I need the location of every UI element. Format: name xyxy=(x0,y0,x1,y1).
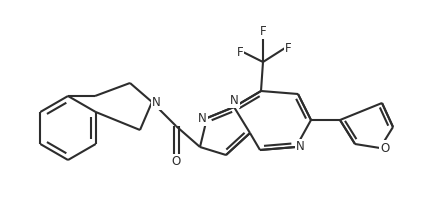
Text: O: O xyxy=(380,142,389,155)
Text: N: N xyxy=(296,140,305,153)
Text: N: N xyxy=(198,112,207,124)
Text: N: N xyxy=(152,95,161,109)
Text: F: F xyxy=(260,25,266,38)
Text: F: F xyxy=(236,45,243,58)
Text: N: N xyxy=(230,94,238,107)
Text: F: F xyxy=(285,41,291,54)
Text: O: O xyxy=(171,155,181,168)
